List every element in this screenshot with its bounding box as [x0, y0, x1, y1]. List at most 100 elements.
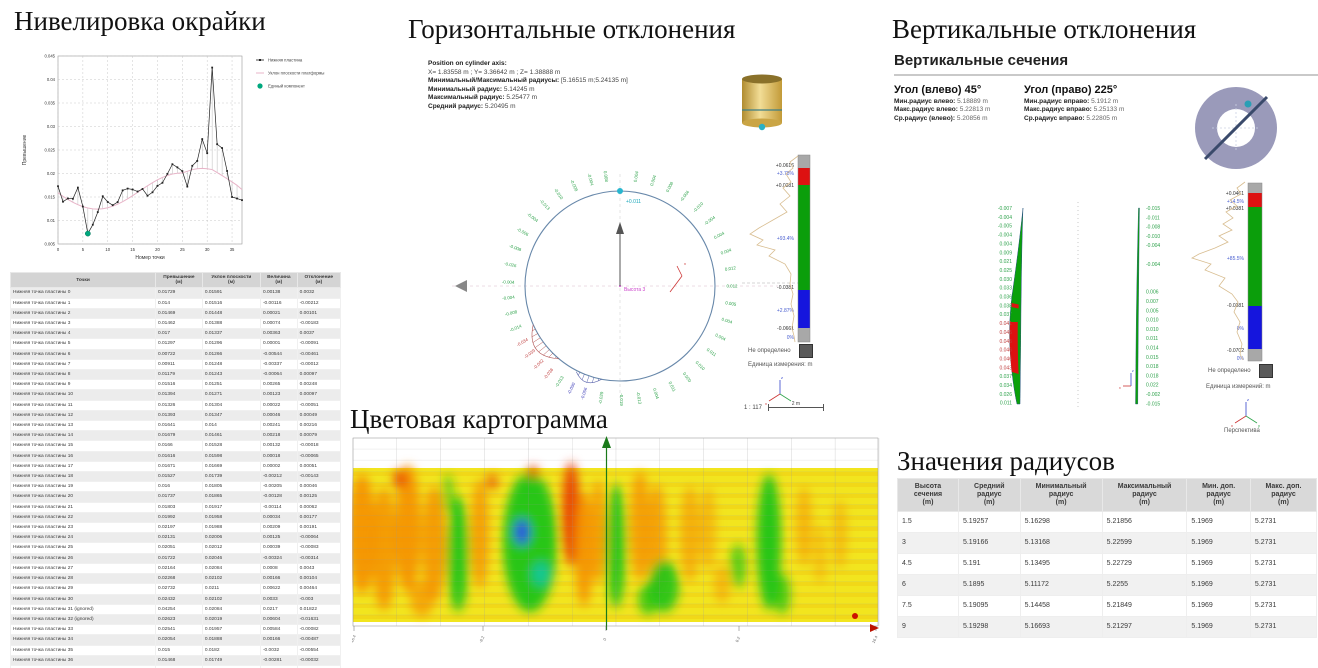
undefined-swatch — [798, 344, 813, 358]
svg-text:0.022: 0.022 — [1146, 383, 1159, 389]
cartogram-title: Цветовая картограмма — [350, 404, 608, 434]
svg-text:0.026: 0.026 — [999, 392, 1012, 398]
table-row: Нижняя точка пластины 24 0.02131 0.02006 0.… — [10, 532, 342, 544]
table-header-row: Точки Превышение (м) Уклон плоскости (м) Вели… — [10, 271, 342, 289]
svg-text:-0.015: -0.015 — [1146, 401, 1160, 407]
svg-text:0.043: 0.043 — [999, 365, 1012, 371]
svg-text:0.018: 0.018 — [1146, 373, 1159, 379]
svg-text:0.018: 0.018 — [1146, 364, 1159, 370]
svg-text:-0.0381: -0.0381 — [1227, 303, 1244, 309]
table-row: Нижняя точка пластины 21 0.01803 0.01917 -0… — [10, 501, 342, 513]
horizontal-title: Горизонтальные отклонения — [408, 14, 736, 44]
info-line: Мин.радиус вправо: 5.1912 m — [1024, 98, 1119, 105]
svg-text:-0.034: -0.034 — [516, 337, 530, 348]
svg-text:Номер точки: Номер точки — [135, 255, 164, 261]
table-row: Нижняя точка пластины 32 (ignored) 0.0262… — [10, 613, 342, 626]
svg-text:0.025: 0.025 — [45, 148, 56, 153]
svg-text:0.041: 0.041 — [999, 321, 1012, 327]
table-row: Нижняя точка пластины 22 0.01992 0.01958 0.… — [10, 511, 342, 524]
svg-text:+0.011: +0.011 — [626, 199, 641, 205]
table-row: Нижняя точка пластины 31 (ignored) 0.0425… — [10, 603, 342, 615]
table-row: Нижняя точка пластины 36 0.01468 0.01749 -0… — [10, 654, 342, 666]
info-line: Минимальный радиус: 5.14245 m — [428, 85, 535, 93]
svg-text:-0.013: -0.013 — [554, 375, 565, 389]
svg-text:-0.004: -0.004 — [1146, 262, 1160, 268]
table-row: Нижняя точка пластины 34 0.02054 0.01888 0.… — [10, 634, 342, 646]
table-row: Нижняя точка пластины 2 0.01469 0.01448 0.0… — [10, 307, 342, 320]
undefined-legend: Не определено — [748, 344, 813, 358]
svg-text:0%: 0% — [787, 335, 795, 341]
undefined-legend: Не определено — [1208, 364, 1273, 378]
svg-text:-16.4: -16.4 — [352, 633, 357, 644]
scale-line: 2 m — [767, 401, 824, 411]
table-row: Нижняя точка пластины 28 0.02268 0.02102 0.… — [10, 573, 342, 585]
section-ring-icon — [1195, 87, 1277, 169]
info-line: Ср.радиус вправо: 5.22805 m — [1024, 114, 1118, 122]
svg-text:-0.004: -0.004 — [703, 214, 716, 226]
svg-text:x: x — [1119, 386, 1121, 390]
vertical-sections-plot: -0.007 -0.004 -0.005 -0.004 0.004 0.009 0.021 0… — [998, 202, 1160, 408]
svg-text:0.045: 0.045 — [999, 339, 1012, 345]
svg-text:-0.011: -0.011 — [1146, 215, 1160, 221]
table-row: 4.5 5.191 5.13495 5.22729 5.1969 5.2731 — [897, 553, 1318, 575]
svg-text:0.010: 0.010 — [1146, 318, 1159, 324]
svg-text:-0.004: -0.004 — [502, 279, 515, 284]
leveling-title: Нивелировка окрайки — [14, 6, 266, 36]
svg-text:0%: 0% — [1237, 326, 1245, 332]
table-row: Нижняя точка пластины 18 0.01527 0.01739 -0… — [10, 471, 342, 483]
svg-text:0.006: 0.006 — [1146, 290, 1159, 296]
table-row: Нижняя точка пластины 8 0.01179 0.01243 -0.… — [10, 369, 342, 381]
table-row: Нижняя точка пластины 1 0.014 0.01516 -0.00… — [10, 297, 342, 309]
svg-text:0.015: 0.015 — [45, 195, 56, 200]
table-row: Нижняя точка пластины 10 0.01394 0.01271 0.… — [10, 389, 342, 401]
scale-length: 2 m — [789, 401, 803, 407]
table-row: 9 5.19298 5.16693 5.21297 5.1969 5.2731 — [897, 616, 1318, 638]
svg-text:-0.008: -0.008 — [504, 309, 518, 317]
svg-text:8.2: 8.2 — [734, 635, 741, 643]
svg-text:-0.042: -0.042 — [532, 358, 545, 371]
svg-text:0.014: 0.014 — [1146, 346, 1159, 352]
table-row: Нижняя точка пластины 30 0.02432 0.02102 0.… — [10, 593, 342, 605]
table-row: Нижняя точка пластины 27 0.02164 0.02084 0.… — [10, 562, 342, 575]
svg-text:0.034: 0.034 — [999, 383, 1012, 389]
svg-text:-0.004: -0.004 — [1146, 243, 1160, 249]
svg-text:0.004: 0.004 — [714, 332, 727, 342]
svg-text:0.004: 0.004 — [649, 174, 657, 187]
info-line: Мин.радиус влево: 5.18889 m — [894, 98, 988, 105]
svg-text:0.02: 0.02 — [47, 171, 56, 176]
info-line: Ср.радиус (влево): 5.20856 m — [894, 114, 988, 122]
table-row: Нижняя точка пластины 4 0.017 0.01337 0.003… — [10, 328, 342, 340]
svg-text:0%: 0% — [1237, 356, 1245, 362]
info-line: Макс.радиус вправо: 5.25133 m — [1024, 106, 1125, 114]
angle-left-stats: Мин.радиус влево: 5.18889 m Макс.радиус в… — [894, 98, 990, 123]
svg-text:-0.005: -0.005 — [998, 224, 1012, 230]
svg-text:-0.014: -0.014 — [509, 323, 523, 333]
svg-text:-0.013: -0.013 — [636, 391, 643, 405]
table-row: Нижняя точка пластины 19 0.016 0.01805 -0.0… — [10, 481, 342, 493]
svg-text:0.011: 0.011 — [668, 381, 678, 393]
undefined-label: Не определено — [748, 348, 791, 354]
svg-text:x: x — [684, 261, 686, 266]
info-line: Минимальный/Максимальный радиусы: [5.165… — [428, 77, 628, 85]
table-row: Нижняя точка пластины 11 0.01326 0.01304 0.… — [10, 399, 342, 411]
svg-text:+93.4%: +93.4% — [777, 236, 795, 242]
subtitle-rule — [894, 74, 1318, 76]
table-row: Нижняя точка пластины 35 0.015 0.0182 -0.00… — [10, 644, 342, 656]
svg-text:15: 15 — [130, 247, 135, 252]
svg-text:0.045: 0.045 — [999, 330, 1012, 336]
svg-text:-0.010: -0.010 — [1146, 234, 1160, 240]
table-row: Нижняя точка пластины 5 0.01297 0.01296 0.0… — [10, 338, 342, 350]
svg-text:-0.008: -0.008 — [509, 243, 523, 252]
svg-text:-0.019: -0.019 — [619, 393, 624, 406]
svg-text:0.015: 0.015 — [1146, 355, 1159, 361]
svg-text:0.007: 0.007 — [1146, 299, 1159, 305]
svg-text:-0.008: -0.008 — [1146, 225, 1160, 231]
table-row: 6 5.1895 5.11172 5.2255 5.1969 5.2731 — [897, 574, 1318, 596]
svg-text:0.03: 0.03 — [47, 124, 56, 129]
svg-text:-0.0381: -0.0381 — [777, 285, 794, 291]
svg-text:z: z — [1247, 397, 1249, 402]
svg-text:0.010: 0.010 — [695, 360, 707, 372]
svg-text:0.009: 0.009 — [999, 250, 1012, 256]
svg-text:-0.026: -0.026 — [504, 261, 518, 268]
